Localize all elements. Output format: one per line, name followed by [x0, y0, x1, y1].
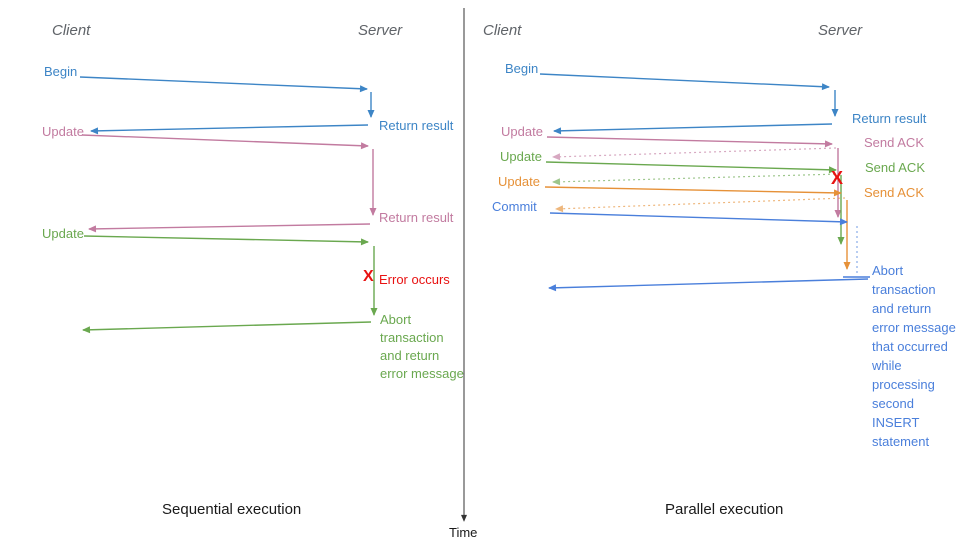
right-update-3-label: Update — [498, 174, 540, 189]
right-begin-request-arrow — [539, 73, 830, 91]
left-client-header: Client — [52, 22, 91, 39]
left-server-header: Server — [358, 22, 403, 39]
left-update-1-label: Update — [42, 124, 84, 139]
left-begin-label: Begin — [44, 64, 78, 79]
right-commit-request-arrow — [549, 212, 848, 226]
right-begin-label: Begin — [505, 61, 539, 76]
right-commit-label: Commit — [492, 199, 537, 214]
left-update-2-label: Update — [42, 226, 84, 241]
left-error-x-icon: X — [363, 268, 374, 285]
right-send-ack3-arrow — [555, 197, 846, 213]
time-axis-label: Time — [449, 525, 478, 540]
left-return-result-1-label: Return result — [379, 118, 454, 133]
left-update1-request-arrow — [81, 134, 369, 150]
right-abort-return-arrow — [548, 278, 869, 292]
right-error-x-icon: X — [831, 168, 844, 188]
left-return-result-2-arrow — [88, 223, 371, 233]
left-return-result-2-label: Return result — [379, 210, 454, 225]
left-abort-note: Abort transaction and return error messa… — [380, 312, 464, 381]
right-server-header: Server — [818, 22, 863, 39]
left-return-result-1-arrow — [90, 124, 369, 135]
left-abort-return-arrow — [82, 321, 372, 334]
right-client-header: Client — [483, 22, 522, 39]
right-send-ack-2-label: Send ACK — [865, 160, 925, 175]
right-return-result-label: Return result — [852, 111, 927, 126]
right-update-1-label: Update — [501, 124, 543, 139]
right-send-ack1-arrow — [552, 147, 837, 161]
right-send-ack-3-label: Send ACK — [864, 185, 924, 200]
right-panel-title: Parallel execution — [665, 501, 784, 518]
right-send-ack-1-label: Send ACK — [864, 135, 924, 150]
right-abort-note: Abort transaction and return error messa… — [872, 263, 956, 449]
right-return-result-arrow — [553, 123, 833, 135]
right-update3-request-arrow — [544, 186, 842, 197]
left-panel-title: Sequential execution — [162, 501, 302, 518]
right-update2-request-arrow — [545, 161, 837, 174]
right-update1-request-arrow — [546, 136, 833, 148]
left-begin-request-arrow — [79, 76, 368, 93]
right-send-ack2-arrow — [552, 173, 841, 186]
left-error-occurs-label: Error occurs — [379, 272, 450, 287]
right-update-2-label: Update — [500, 149, 542, 164]
left-update2-request-arrow — [83, 235, 369, 246]
